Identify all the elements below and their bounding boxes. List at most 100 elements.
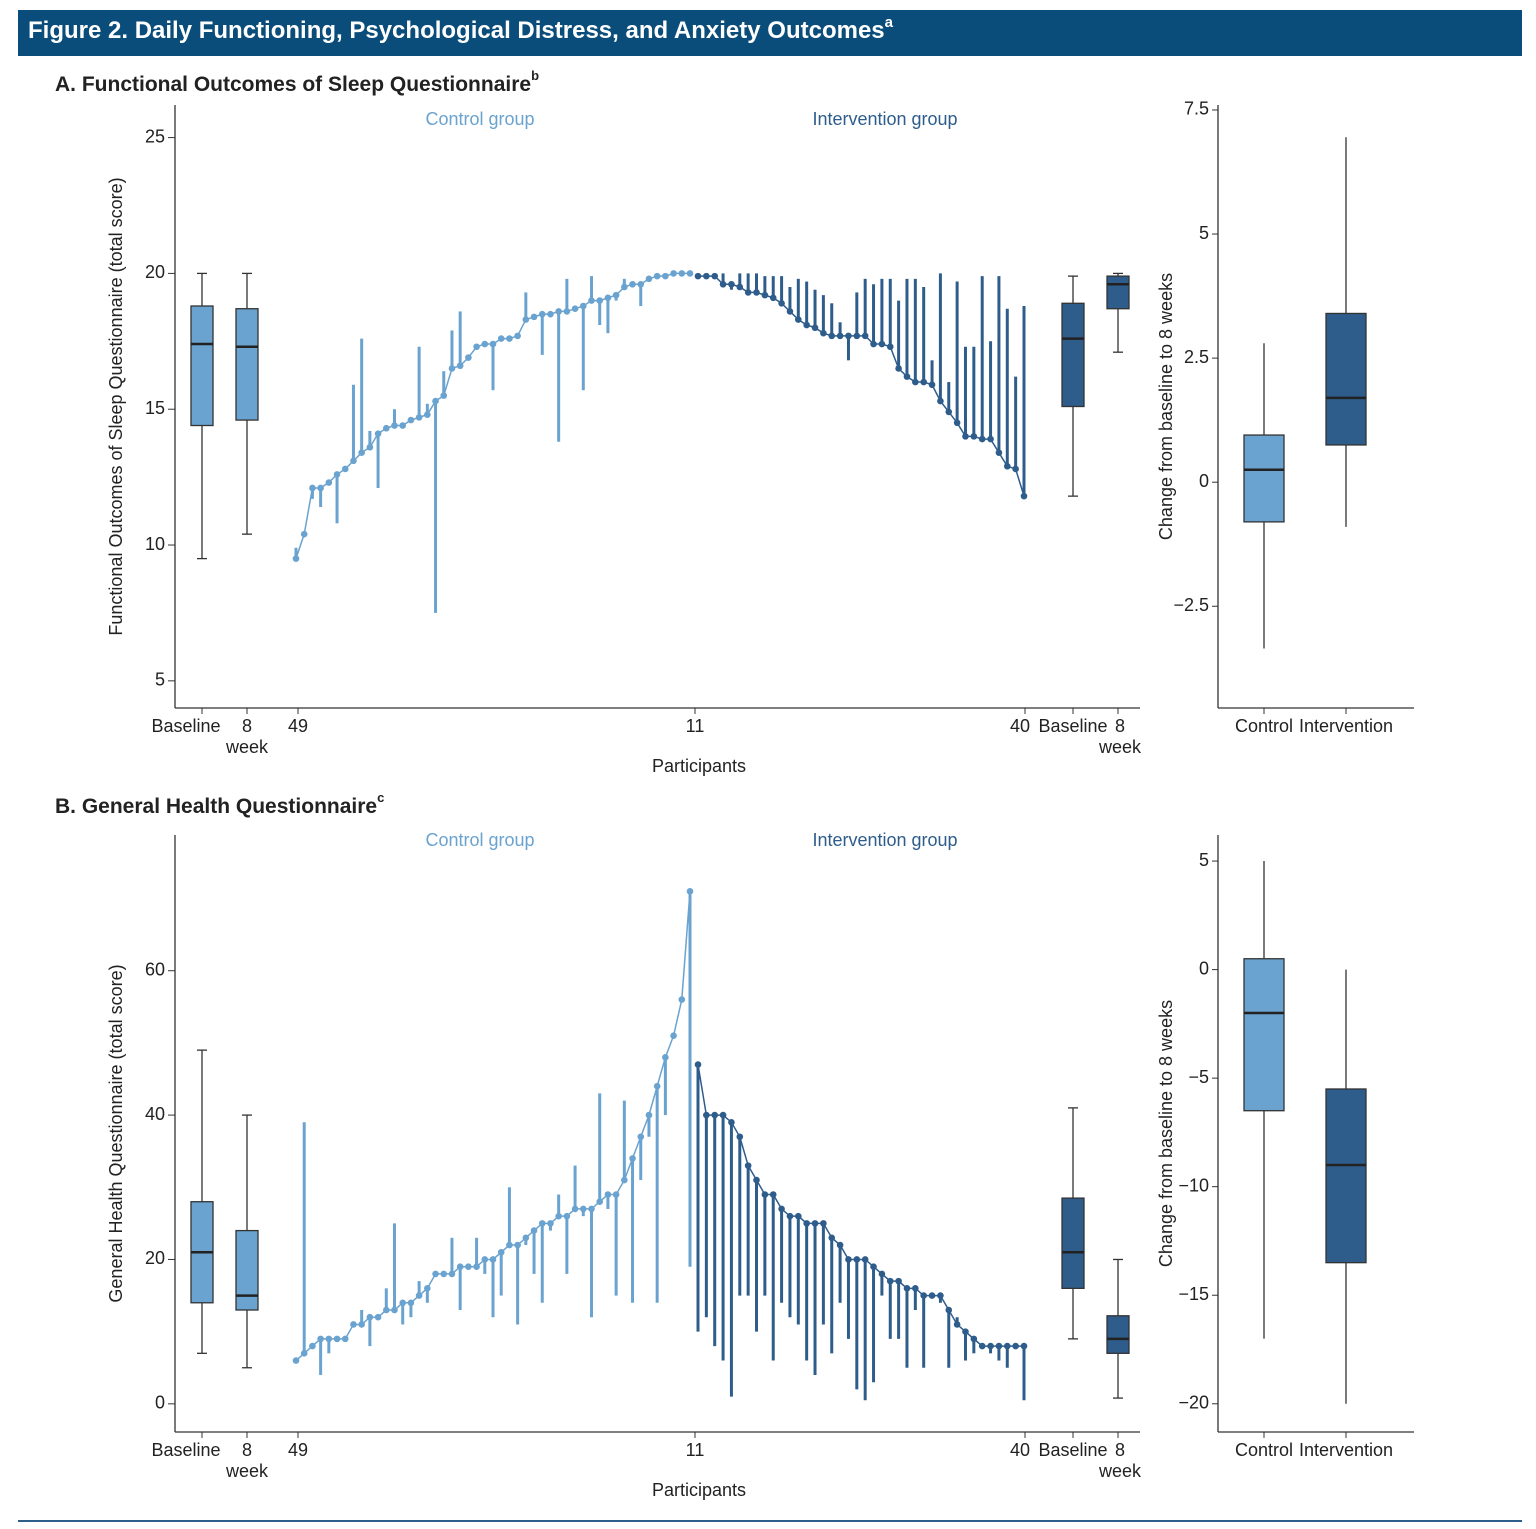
participant-point: [945, 408, 953, 416]
participant-point: [333, 471, 341, 478]
participant-point: [300, 530, 308, 538]
participant-point: [962, 1328, 969, 1335]
y-tick-label: 0: [155, 1393, 165, 1413]
y-tick-label: −15: [1178, 1284, 1209, 1304]
y-tick-label: −5: [1188, 1067, 1209, 1087]
participant-point: [937, 1292, 944, 1299]
group-label: Control group: [425, 830, 534, 850]
participant-point: [987, 1342, 994, 1350]
y-tick-label: 7.5: [1184, 99, 1209, 119]
participant-point: [836, 1241, 844, 1249]
group-label: Intervention group: [812, 830, 957, 850]
participant-point: [637, 280, 645, 288]
participant-point: [473, 343, 480, 351]
panel-title-text: B. General Health Questionnaire: [55, 795, 377, 818]
participant-point: [653, 1082, 661, 1090]
participant-point: [571, 305, 579, 313]
participant-point: [769, 294, 777, 302]
participant-point: [506, 335, 513, 342]
participant-point: [670, 270, 677, 277]
participant-point: [481, 1256, 489, 1263]
y-tick-label: 15: [145, 398, 165, 418]
participant-point: [309, 1342, 316, 1350]
participant-point: [945, 1306, 953, 1314]
y-tick-label: 5: [1199, 223, 1209, 243]
participant-point: [912, 1285, 919, 1292]
participant-point: [382, 1306, 390, 1314]
figure-title-text: Figure 2. Daily Functioning, Psychologic…: [28, 17, 885, 44]
participant-point: [530, 1227, 538, 1234]
participant-point: [341, 465, 349, 473]
participant-point: [786, 1212, 794, 1220]
participant-point: [761, 291, 769, 299]
participant-point: [769, 1191, 777, 1198]
participant-point: [309, 484, 316, 492]
participant-point: [415, 1292, 423, 1299]
participant-point: [465, 354, 472, 361]
x-axis-label: Participants: [652, 1480, 746, 1500]
participant-point: [744, 289, 752, 296]
participant-point: [962, 433, 969, 440]
participant-point: [317, 1335, 324, 1343]
participant-point: [736, 1133, 744, 1141]
x-tick-label: 8 week: [225, 1440, 269, 1481]
participant-point: [1020, 1342, 1028, 1350]
group-label: Control group: [425, 109, 534, 129]
participant-point: [803, 321, 810, 329]
participant-point: [588, 1205, 595, 1213]
x-tick-label: 49: [287, 716, 309, 736]
participant-point: [456, 1263, 464, 1270]
participant-point: [325, 479, 333, 486]
participant-point: [795, 1212, 802, 1220]
participant-point: [563, 1212, 571, 1220]
participant-point: [456, 362, 464, 370]
y-axis-label: Change from baseline to 8 weeks: [1156, 1000, 1176, 1267]
participant-point: [588, 297, 595, 304]
x-tick-label: 8 week: [1098, 716, 1142, 757]
participant-point: [547, 310, 554, 318]
participant-point: [895, 365, 902, 372]
participant-point: [719, 1111, 727, 1119]
participant-point: [333, 1335, 341, 1343]
participant-point: [596, 297, 604, 304]
participant-point: [853, 1256, 861, 1263]
participant-point: [514, 332, 521, 340]
participant-point: [399, 1299, 407, 1307]
participant-point: [861, 332, 869, 340]
participant-point: [374, 1313, 382, 1321]
participant-point: [604, 1191, 612, 1198]
x-tick-label: Intervention: [1299, 716, 1393, 736]
y-tick-label: 0: [1199, 958, 1209, 978]
participant-point: [978, 1342, 986, 1350]
participant-point: [448, 365, 456, 372]
participant-point: [678, 996, 686, 1003]
x-tick-label: 8 week: [1098, 1440, 1142, 1481]
participant-point: [703, 272, 710, 280]
participant-point: [292, 1357, 300, 1364]
participant-point: [506, 1241, 513, 1249]
box: [1061, 1197, 1085, 1289]
participant-point: [424, 411, 431, 418]
participant-point: [886, 343, 894, 351]
panel-title-sup: b: [531, 68, 539, 83]
participant-point: [407, 416, 415, 424]
participant-point: [753, 289, 760, 296]
participant-point: [612, 291, 620, 299]
participant-point: [978, 435, 986, 443]
participant-point: [736, 283, 744, 291]
x-tick-label: Control: [1235, 716, 1293, 736]
participant-point: [937, 397, 944, 405]
participant-point: [645, 275, 653, 283]
panel-title: A. Functional Outcomes of Sleep Question…: [55, 68, 539, 95]
x-tick-label: Baseline: [1038, 716, 1108, 736]
participant-point: [341, 1335, 349, 1343]
participant-point: [522, 316, 530, 323]
participant-point: [820, 1220, 827, 1227]
participant-point: [870, 1263, 877, 1270]
participant-point: [350, 457, 357, 465]
participant-point: [778, 1205, 785, 1213]
participant-point: [995, 1342, 1003, 1350]
x-tick-label: 11: [685, 1440, 705, 1460]
participant-point: [694, 1061, 702, 1068]
